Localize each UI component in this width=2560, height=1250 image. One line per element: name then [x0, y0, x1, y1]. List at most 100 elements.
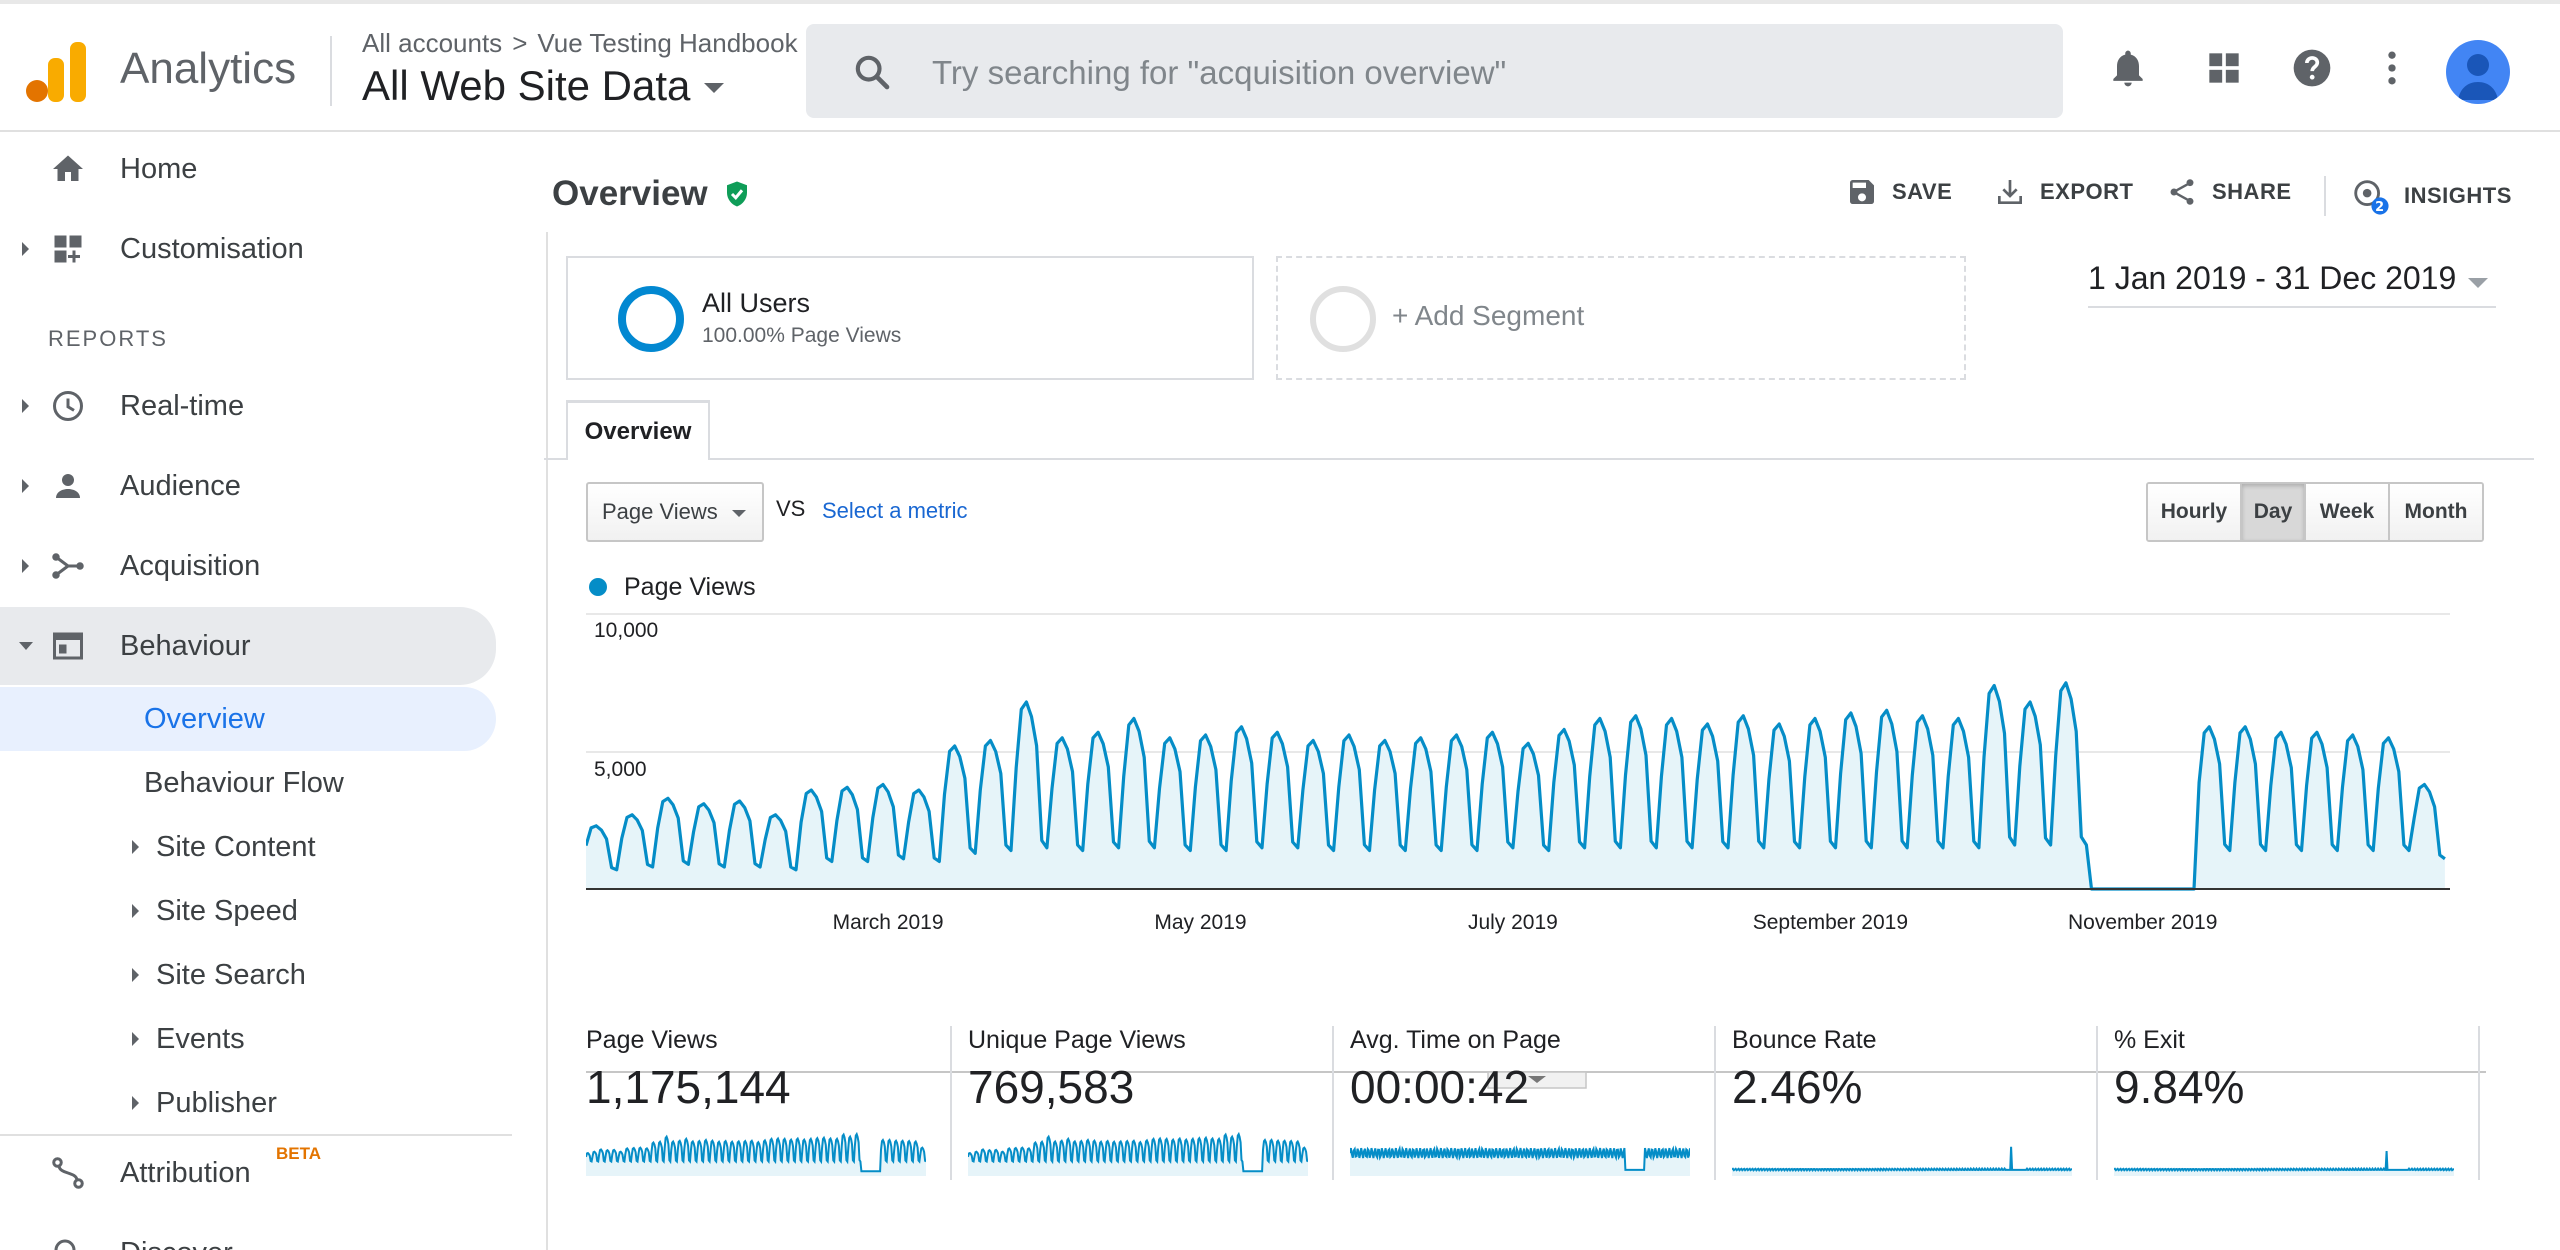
granularity-day[interactable]: Day	[2242, 484, 2306, 540]
clock-icon	[53, 391, 83, 421]
sparkline-line	[586, 1131, 926, 1173]
sidebar-sub-events[interactable]: Events	[0, 1007, 496, 1071]
sidebar-item-label: Publisher	[156, 1086, 277, 1119]
sparkline-area	[968, 1134, 1308, 1176]
kpi-bounce-rate[interactable]: Bounce Rate 2.46%	[1732, 1026, 2114, 1180]
sidebar-item-label: Real-time	[120, 389, 245, 422]
kpi-divider	[1332, 1026, 1334, 1180]
reports-section-label: REPORTS	[48, 326, 168, 351]
x-tick-label: March 2019	[833, 911, 944, 934]
expand-arrow-icon	[22, 479, 29, 493]
property-selector[interactable]: All Web Site Data	[362, 62, 725, 110]
sidebar-item-label: Customisation	[120, 232, 304, 265]
sparkline-line	[1350, 1144, 1690, 1171]
kpi-avg-time-on-page[interactable]: Avg. Time on Page 00:00:42	[1350, 1026, 1732, 1180]
series-page-views[interactable]	[584, 681, 2446, 891]
search-input[interactable]: Try searching for "acquisition overview"	[932, 54, 1507, 91]
sidebar-item-discover[interactable]: Discover	[0, 1218, 512, 1250]
vs-label: VS	[776, 496, 806, 521]
kpi-row: Page Views 1,175,144 Unique Page Views 7…	[586, 1026, 2486, 1236]
expand-arrow-icon	[22, 242, 29, 256]
download-icon	[1998, 180, 2022, 204]
kpi-value: 00:00:42	[1350, 1061, 1530, 1113]
discover-icon	[54, 1239, 76, 1250]
breadcrumb-accounts[interactable]: All accounts	[362, 28, 503, 58]
search-box[interactable]: Try searching for "acquisition overview"	[806, 24, 2063, 118]
segment-all-users[interactable]: All Users 100.00% Page Views	[566, 256, 1254, 380]
metric-dropdown[interactable]: Page Views	[586, 482, 764, 542]
sidebar-sub-overview[interactable]: Overview	[0, 687, 496, 751]
sparkline-line	[2114, 1150, 2454, 1173]
granularity-toggle: Hourly Day Week Month	[2146, 482, 2484, 542]
breadcrumb-account[interactable]: Vue Testing Handbook	[537, 28, 798, 58]
share-button[interactable]: SHARE	[2166, 176, 2292, 208]
kpi-label: Unique Page Views	[968, 1026, 1186, 1054]
tab-overview[interactable]: Overview	[566, 400, 710, 460]
breadcrumb-separator: >	[512, 28, 528, 58]
expand-arrow-icon	[132, 968, 139, 982]
more-vert-icon[interactable]	[2370, 44, 2414, 92]
bell-icon[interactable]	[2106, 44, 2150, 92]
kpi-exit[interactable]: % Exit 9.84%	[2114, 1026, 2496, 1180]
home-icon	[53, 155, 83, 181]
dashboard-plus-icon	[54, 235, 82, 263]
y-tick-label: 10,000	[594, 619, 658, 642]
kpi-page-views[interactable]: Page Views 1,175,144	[586, 1026, 968, 1180]
apps-grid-icon[interactable]	[2202, 44, 2246, 92]
granularity-month[interactable]: Month	[2390, 484, 2482, 540]
person-icon	[2458, 54, 2498, 100]
insights-button[interactable]: 2 INSIGHTS	[2350, 176, 2512, 216]
granularity-week[interactable]: Week	[2306, 484, 2390, 540]
granularity-hourly[interactable]: Hourly	[2148, 484, 2242, 540]
sidebar-item-customisation[interactable]: Customisation	[0, 214, 512, 284]
kpi-sparkline	[1732, 1146, 2072, 1176]
sparkline-area	[1732, 1146, 2072, 1176]
sidebar-item-attribution[interactable]: Attribution BETA	[0, 1138, 512, 1208]
sidebar-sub-site-content[interactable]: Site Content	[0, 815, 496, 879]
sidebar-item-label: Home	[120, 152, 198, 185]
account-avatar[interactable]	[2446, 40, 2510, 104]
sidebar-item-label: Events	[156, 1022, 245, 1055]
sidebar-sub-site-speed[interactable]: Site Speed	[0, 879, 496, 943]
expand-arrow-icon	[22, 399, 29, 413]
page-title: Overview	[552, 174, 752, 214]
sidebar-sub-behaviour-flow[interactable]: Behaviour Flow	[0, 751, 496, 815]
segment-ring-icon	[618, 286, 684, 352]
analytics-logo-icon[interactable]	[26, 40, 86, 102]
export-button[interactable]: EXPORT	[1994, 176, 2133, 208]
sidebar-item-realtime[interactable]: Real-time	[0, 371, 512, 441]
share-icon	[2170, 179, 2194, 205]
kpi-label: Bounce Rate	[1732, 1026, 1877, 1054]
page-views-chart: Page Views 10,000 5,000 March 2019 May 20…	[584, 564, 2486, 1104]
breadcrumb[interactable]: All accounts > Vue Testing Handbook	[362, 28, 798, 59]
kpi-unique-page-views[interactable]: Unique Page Views 769,583	[968, 1026, 1350, 1180]
sidebar-item-home[interactable]: Home	[0, 134, 512, 204]
sidebar-item-label: Behaviour	[120, 629, 251, 662]
page-title-text: Overview	[552, 174, 708, 213]
sparkline-line	[968, 1131, 1308, 1173]
sidebar-item-acquisition[interactable]: Acquisition	[0, 531, 512, 601]
kpi-divider	[2478, 1026, 2480, 1180]
insights-label: INSIGHTS	[2404, 183, 2512, 208]
insights-badge-count: 2	[2375, 200, 2385, 215]
sparkline-area	[2114, 1151, 2454, 1176]
date-range-text: 1 Jan 2019 - 31 Dec 2019	[2088, 260, 2457, 296]
date-range-picker[interactable]: 1 Jan 2019 - 31 Dec 2019	[2088, 260, 2496, 308]
sidebar-item-label: Site Speed	[156, 894, 298, 927]
segment-subtitle: 100.00% Page Views	[702, 324, 902, 347]
help-icon[interactable]	[2290, 44, 2334, 92]
sidebar-sub-site-search[interactable]: Site Search	[0, 943, 496, 1007]
select-metric-link[interactable]: Select a metric	[822, 498, 968, 523]
attribution-icon	[52, 1157, 84, 1189]
save-button[interactable]: SAVE	[1846, 176, 1952, 208]
sparkline-area	[586, 1134, 926, 1176]
sparkline-line	[1732, 1146, 2072, 1173]
add-segment-label: + Add Segment	[1392, 300, 1585, 331]
sidebar-sub-publisher[interactable]: Publisher	[0, 1071, 496, 1135]
save-icon	[1850, 180, 1874, 204]
sidebar-item-audience[interactable]: Audience	[0, 451, 512, 521]
sidebar-item-behaviour[interactable]: Behaviour	[0, 607, 496, 685]
x-tick-label: September 2019	[1753, 911, 1908, 934]
add-segment-button[interactable]: + Add Segment	[1276, 256, 1966, 380]
